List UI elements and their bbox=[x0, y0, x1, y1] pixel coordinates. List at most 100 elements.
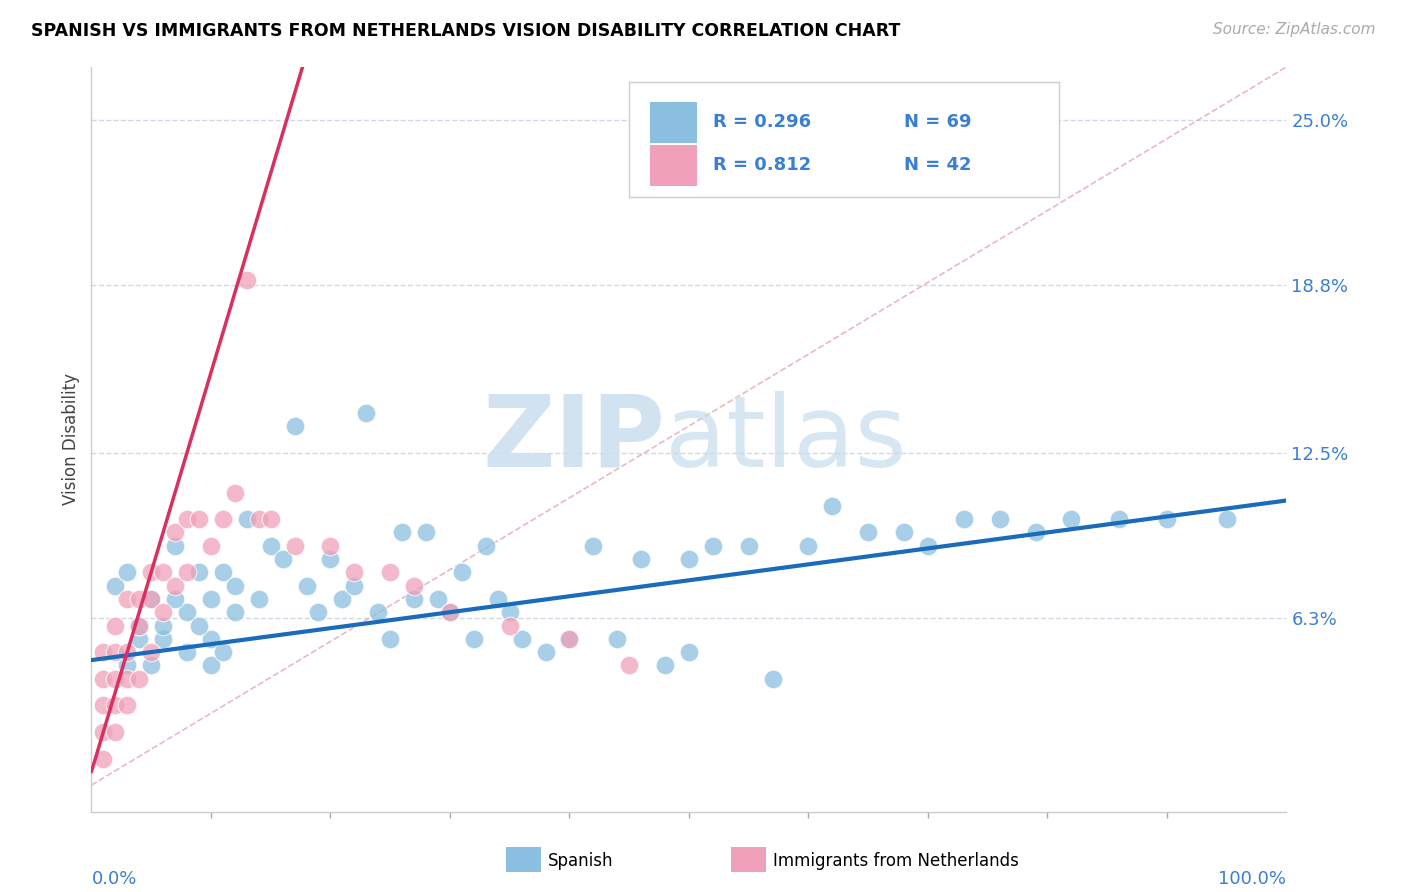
Point bbox=[176, 566, 198, 580]
Point bbox=[200, 591, 222, 606]
Point bbox=[678, 552, 700, 566]
Point bbox=[152, 605, 174, 619]
Point bbox=[678, 645, 700, 659]
Point bbox=[354, 406, 377, 420]
Point bbox=[439, 605, 461, 619]
Point bbox=[606, 632, 628, 646]
Y-axis label: Vision Disability: Vision Disability bbox=[62, 374, 80, 505]
Point bbox=[104, 725, 127, 739]
Point bbox=[474, 539, 498, 553]
Point bbox=[200, 539, 222, 553]
Point bbox=[128, 591, 150, 606]
Point bbox=[271, 552, 294, 566]
Point bbox=[534, 645, 557, 659]
Point bbox=[176, 512, 198, 526]
Point bbox=[163, 579, 186, 593]
Text: N = 69: N = 69 bbox=[904, 113, 972, 131]
Point bbox=[163, 539, 186, 553]
Point bbox=[104, 579, 127, 593]
Point bbox=[367, 605, 389, 619]
Text: Source: ZipAtlas.com: Source: ZipAtlas.com bbox=[1212, 22, 1375, 37]
Point bbox=[283, 539, 307, 553]
Point bbox=[415, 525, 437, 540]
Point bbox=[176, 645, 198, 659]
Text: SPANISH VS IMMIGRANTS FROM NETHERLANDS VISION DISABILITY CORRELATION CHART: SPANISH VS IMMIGRANTS FROM NETHERLANDS V… bbox=[31, 22, 900, 40]
Text: 0.0%: 0.0% bbox=[91, 871, 136, 888]
Point bbox=[200, 632, 222, 646]
Point bbox=[247, 591, 270, 606]
Point bbox=[619, 658, 641, 673]
Point bbox=[378, 632, 402, 646]
Point bbox=[224, 605, 246, 619]
Text: ZIP: ZIP bbox=[482, 391, 665, 488]
Point bbox=[128, 672, 150, 686]
Point bbox=[187, 512, 211, 526]
Point bbox=[115, 591, 138, 606]
Point bbox=[235, 512, 259, 526]
Point bbox=[654, 658, 676, 673]
Point bbox=[558, 632, 581, 646]
Text: Spanish: Spanish bbox=[548, 852, 614, 870]
Point bbox=[152, 566, 174, 580]
Point bbox=[200, 658, 222, 673]
Point bbox=[152, 632, 174, 646]
Point bbox=[211, 645, 233, 659]
Point bbox=[917, 539, 939, 553]
Point bbox=[152, 618, 174, 632]
Point bbox=[510, 632, 533, 646]
Point bbox=[115, 566, 138, 580]
Point bbox=[211, 566, 233, 580]
Point bbox=[319, 552, 342, 566]
Point bbox=[163, 525, 186, 540]
Point bbox=[332, 591, 354, 606]
Text: 100.0%: 100.0% bbox=[1219, 871, 1286, 888]
Point bbox=[115, 672, 138, 686]
Point bbox=[821, 499, 844, 513]
Point bbox=[1108, 512, 1130, 526]
Point bbox=[141, 566, 162, 580]
Point bbox=[1024, 525, 1046, 540]
Point bbox=[163, 591, 186, 606]
Point bbox=[128, 618, 150, 632]
Point bbox=[498, 605, 520, 619]
Text: R = 0.812: R = 0.812 bbox=[713, 156, 811, 174]
Text: Immigrants from Netherlands: Immigrants from Netherlands bbox=[773, 852, 1019, 870]
Point bbox=[93, 672, 114, 686]
Point bbox=[558, 632, 581, 646]
Point bbox=[856, 525, 880, 540]
Point bbox=[224, 579, 246, 593]
Point bbox=[176, 605, 198, 619]
Point bbox=[582, 539, 605, 553]
Point bbox=[259, 539, 281, 553]
Point bbox=[343, 579, 366, 593]
Point bbox=[893, 525, 915, 540]
Point bbox=[104, 618, 127, 632]
Point bbox=[319, 539, 342, 553]
Point bbox=[1060, 512, 1083, 526]
Point bbox=[450, 566, 472, 580]
Point bbox=[953, 512, 976, 526]
Point bbox=[486, 591, 509, 606]
Point bbox=[115, 658, 138, 673]
Point bbox=[439, 605, 461, 619]
Point bbox=[378, 566, 402, 580]
Point bbox=[128, 618, 150, 632]
Point bbox=[402, 591, 425, 606]
Point bbox=[141, 658, 162, 673]
Point bbox=[104, 645, 127, 659]
Point bbox=[498, 618, 520, 632]
Point bbox=[141, 591, 162, 606]
Point bbox=[128, 632, 150, 646]
Point bbox=[463, 632, 485, 646]
Point bbox=[1215, 512, 1237, 526]
Point bbox=[988, 512, 1011, 526]
Point bbox=[141, 645, 162, 659]
Point bbox=[797, 539, 820, 553]
FancyBboxPatch shape bbox=[650, 145, 697, 186]
Point bbox=[295, 579, 318, 593]
Point bbox=[307, 605, 329, 619]
Point bbox=[402, 579, 425, 593]
Point bbox=[115, 698, 138, 713]
Point bbox=[211, 512, 233, 526]
FancyBboxPatch shape bbox=[630, 82, 1060, 197]
